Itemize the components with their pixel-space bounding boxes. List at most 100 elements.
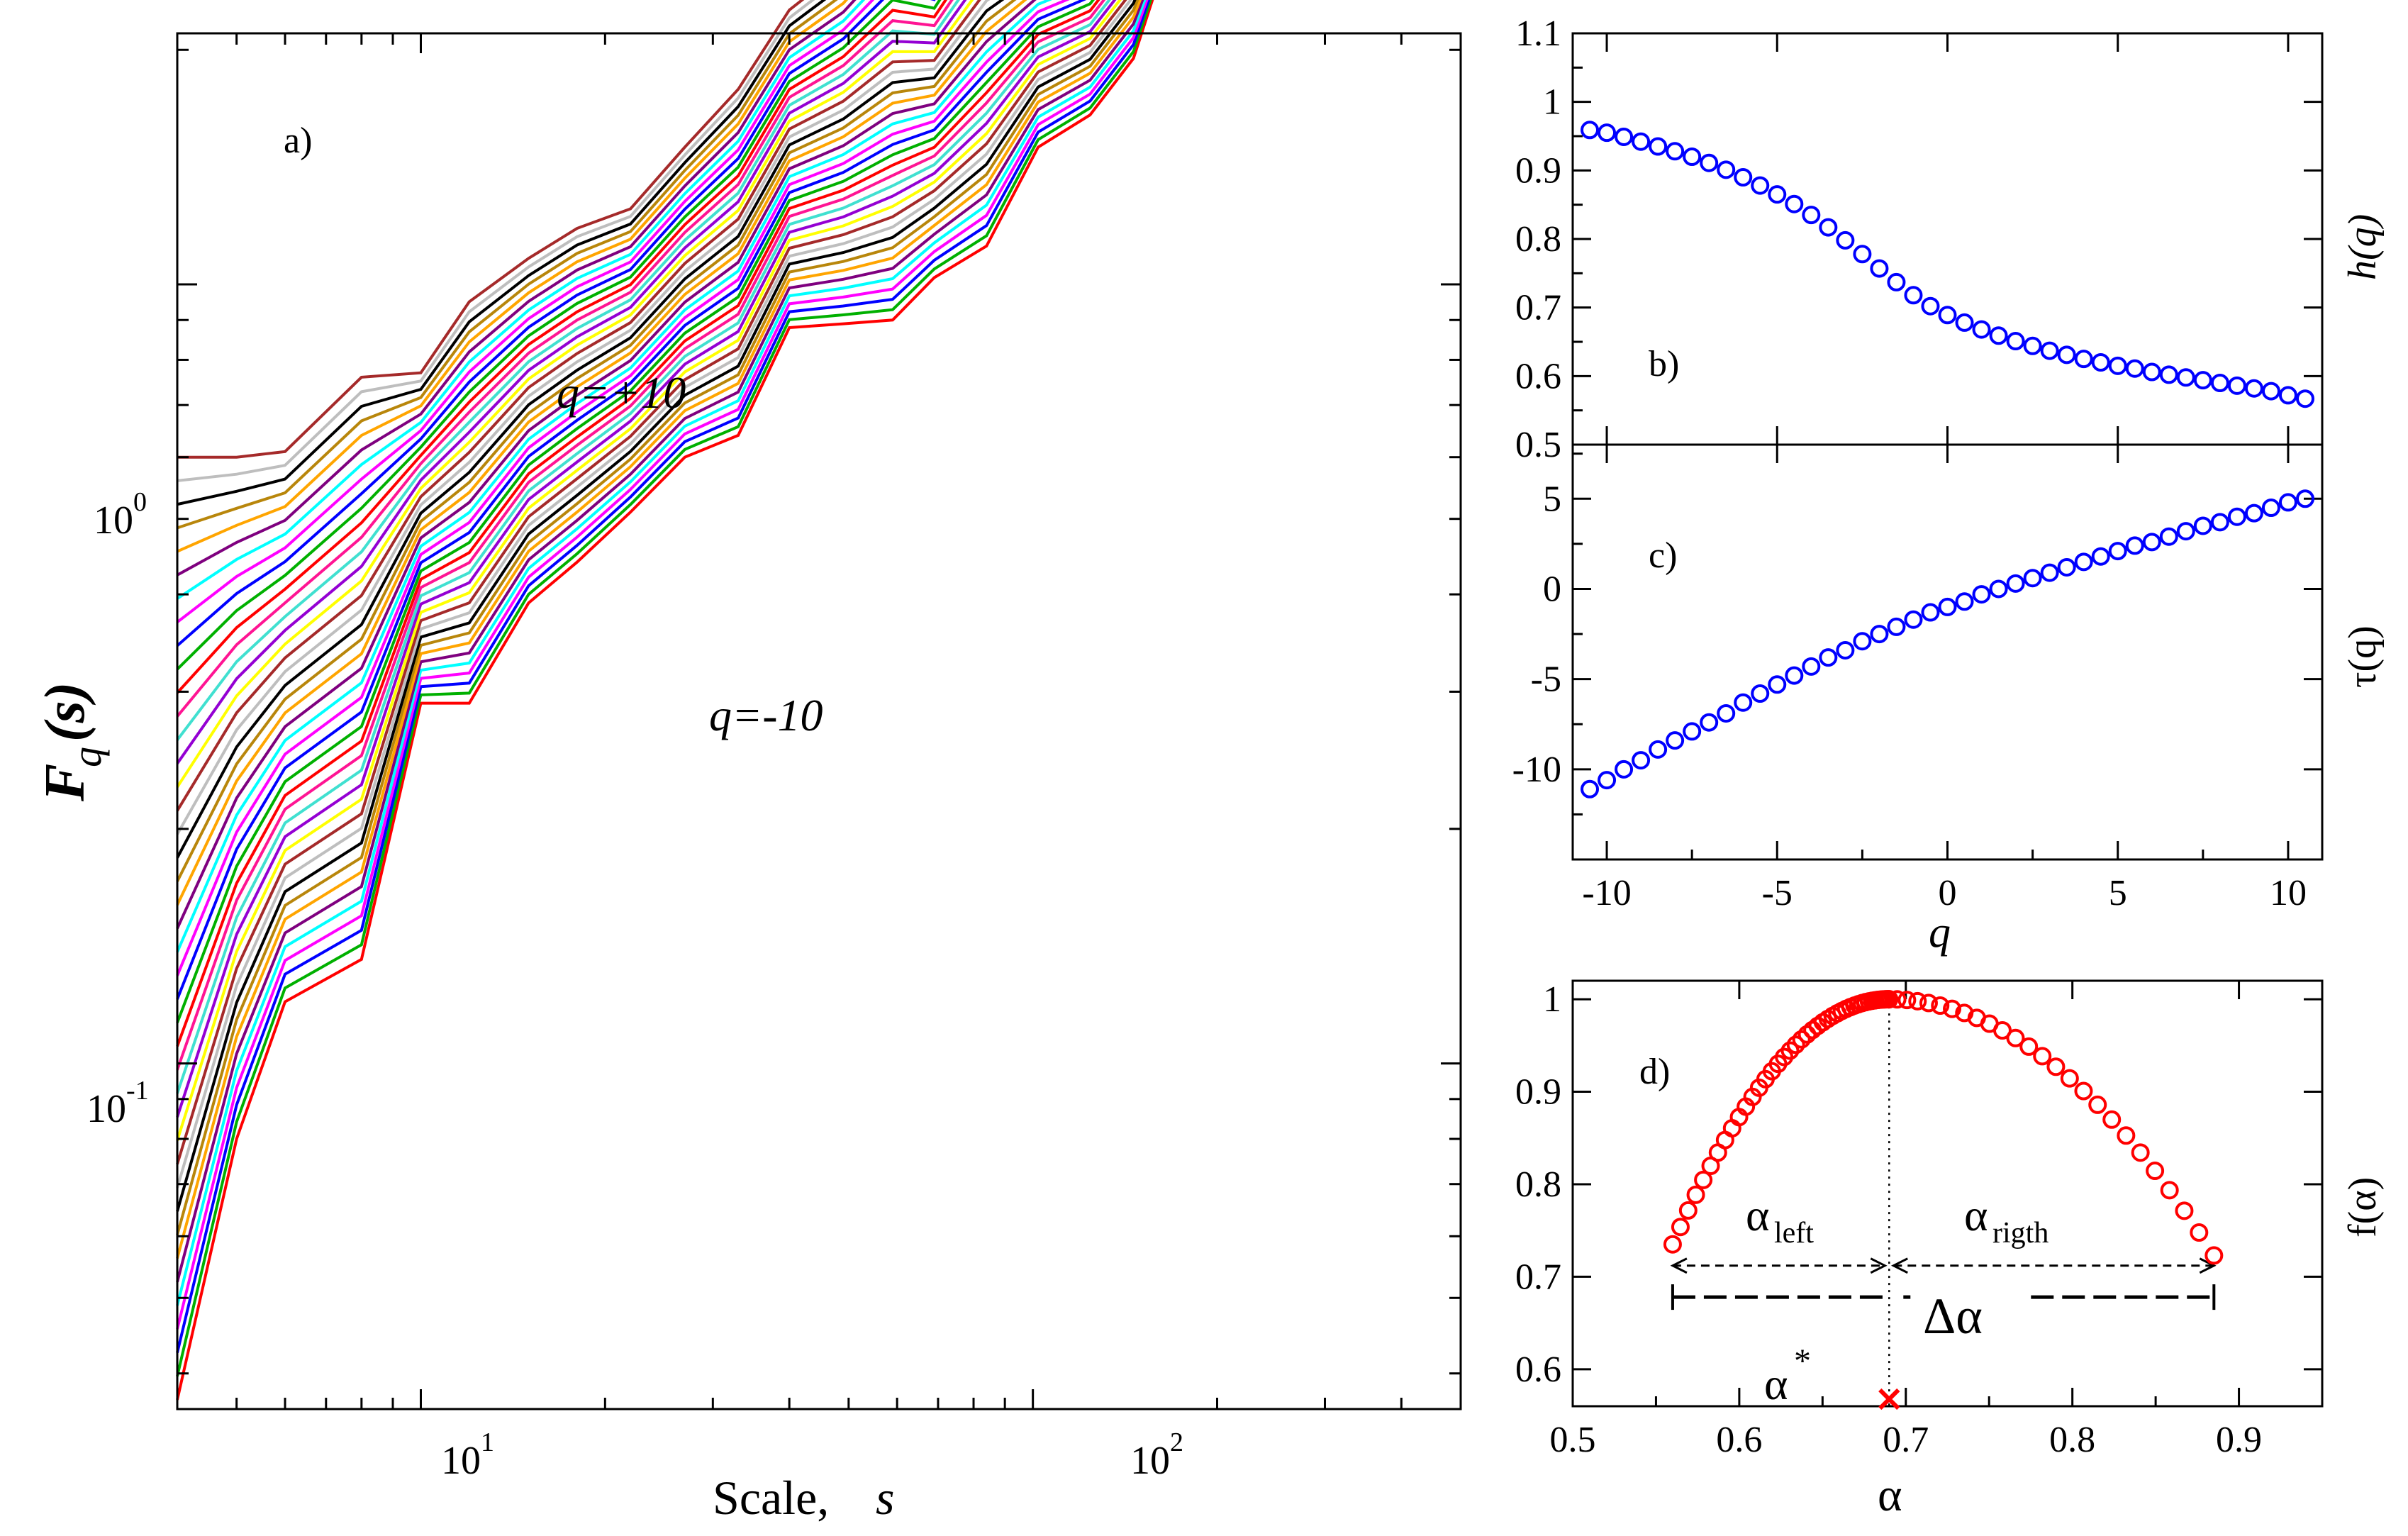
h-q-point	[2227, 376, 2246, 395]
fq-curve-18	[176, 0, 1087, 1000]
annotation-q-plus-10: q=+10	[557, 367, 686, 418]
f-alpha-point	[2160, 1181, 2179, 1200]
svg-text:F: F	[34, 764, 96, 802]
fq-curve-24	[176, 0, 1005, 859]
tau-q-point	[1751, 684, 1770, 703]
x-tick-label-1e2: 10 2	[1130, 1428, 1183, 1483]
f-alpha-point	[1919, 994, 1938, 1013]
f-alpha-point	[1678, 1201, 1698, 1220]
panel-c-label: c)	[1649, 535, 1677, 576]
h-q-point	[1683, 148, 1702, 166]
h-q-point	[2142, 362, 2161, 382]
h-q-point	[1802, 206, 1821, 225]
h-q-point	[2057, 345, 2076, 364]
tau-q-point	[1717, 703, 1736, 723]
f-alpha-point	[2019, 1037, 2039, 1056]
fq-curve-38	[177, 0, 838, 530]
fq-curve-11	[176, 0, 1127, 1165]
panel-a-x-axis-label: Scale,	[713, 1471, 829, 1525]
fq-curve-39	[177, 0, 827, 506]
annotation-alpha-right: α rigth	[1964, 1190, 2049, 1250]
h-q-point	[2040, 341, 2059, 360]
h-q-point	[1581, 121, 1600, 140]
h-q-point	[1785, 194, 1804, 213]
tau-q-point	[1819, 648, 1838, 667]
svg-text:left: left	[1774, 1217, 1814, 1250]
fq-curve-20	[176, 0, 1053, 953]
fq-curve-17	[176, 0, 1096, 1023]
fq-curve-23	[176, 0, 1017, 882]
tau-q-point	[1649, 740, 1668, 759]
f-alpha-point	[2060, 1069, 2079, 1088]
h-q-point	[1989, 326, 2008, 345]
panel-d-label: d)	[1639, 1052, 1670, 1092]
panel-a-frame	[176, 32, 1462, 1410]
h-q-point	[2023, 336, 2042, 355]
alpha-left-arrow-head-end	[1870, 1257, 1888, 1274]
f-alpha-point	[1671, 1218, 1690, 1237]
h-q-point	[2108, 356, 2127, 375]
panel-d-ticks: 0.6 0.7 0.8 0.9 1 0.5 0.6 0.7 0.8 0.9	[1515, 979, 2322, 1460]
fq-curve-16	[176, 0, 1100, 1047]
d-y-tick-label: 0.8	[1515, 1164, 1561, 1205]
tau-q-point	[2193, 516, 2212, 535]
d-y-tick-label: 1	[1543, 979, 1561, 1020]
tau-q-point	[2074, 552, 2093, 572]
svg-text:10: 10	[441, 1439, 481, 1483]
tau-q-point	[1938, 597, 1957, 616]
tau-q-point	[1683, 722, 1702, 741]
f-alpha-point	[2175, 1201, 2194, 1220]
panel-d-x-axis-label: α	[1878, 1469, 1902, 1521]
panel-a-y-axis-label: F q (s)	[34, 682, 110, 802]
f-alpha-point	[2088, 1095, 2107, 1114]
panel-c: -10 -5 0 5 -10 -5 0 5 10 c) q τ(q)	[1512, 443, 2385, 957]
tau-q-point	[1581, 779, 1600, 798]
fq-curve-28	[176, 0, 967, 764]
d-x-tick-label: 0.7	[1883, 1420, 1929, 1460]
svg-text:*: *	[1794, 1342, 1811, 1380]
f-alpha-point	[1792, 1030, 1811, 1049]
fq-curve-22	[176, 0, 1027, 906]
panel-c-ticks: -10 -5 0 5 -10 -5 0 5 10	[1512, 445, 2322, 913]
fq-curve-29	[176, 0, 960, 741]
tau-q-point	[2125, 536, 2144, 555]
h-q-point	[1904, 286, 1923, 305]
h-q-point	[1717, 160, 1736, 179]
fq-curve-40	[177, 0, 815, 482]
h-q-point	[2193, 371, 2212, 390]
tau-q-point	[1921, 603, 1940, 622]
h-q-point	[1955, 313, 1974, 332]
f-alpha-point	[1897, 991, 1917, 1010]
annotation-q-minus-10: q=-10	[709, 690, 823, 740]
alpha-left-arrow-head-start	[1670, 1257, 1688, 1274]
fq-curve-4	[176, 0, 1149, 1330]
f-alpha-point	[1908, 991, 1927, 1011]
fq-curve-19	[176, 0, 1070, 976]
tau-q-point	[2210, 513, 2229, 532]
svg-text:α: α	[1964, 1190, 1988, 1240]
f-alpha-point	[1931, 996, 1950, 1015]
h-q-point	[2159, 365, 2178, 384]
h-q-point	[2074, 350, 2093, 369]
y-tick-label-1e0: 10 0	[94, 487, 147, 542]
panel-b-y-axis-label: h(q)	[2341, 214, 2385, 280]
h-q-point	[2125, 359, 2144, 378]
panel-c-y-axis-label: τ(q)	[2341, 625, 2385, 688]
c-x-tick-label: 10	[2270, 873, 2307, 913]
f-alpha-point	[2204, 1246, 2224, 1265]
tau-q-point	[1802, 657, 1821, 676]
h-q-point	[1972, 320, 1991, 339]
panel-c-points	[1581, 489, 2314, 798]
fq-curve-31	[176, 0, 948, 694]
fq-curve-1	[176, 0, 1154, 1401]
tau-q-point	[2261, 499, 2280, 518]
tau-q-point	[2176, 522, 2195, 541]
svg-text:1: 1	[481, 1428, 494, 1457]
fq-curve-21	[176, 0, 1037, 930]
tau-q-point	[2159, 527, 2178, 546]
svg-text:α: α	[1746, 1190, 1770, 1240]
b-y-tick-label: 1	[1543, 82, 1561, 123]
fq-curve-2	[176, 0, 1152, 1377]
tau-q-point	[1836, 640, 1855, 660]
fq-curve-26	[176, 0, 981, 812]
